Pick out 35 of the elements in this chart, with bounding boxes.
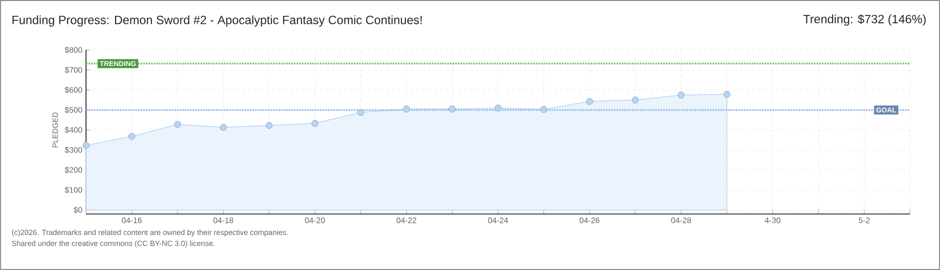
point (357, 108, 364, 116)
y-tick-label: $700 (64, 66, 82, 74)
chart-subtitle: Trending: $732 (146%) (803, 14, 926, 26)
x-tick-label: 04-28 (671, 218, 691, 224)
point (82, 142, 90, 149)
y-tick-label: $400 (64, 126, 82, 134)
point (266, 122, 273, 129)
x-tick-label: 04-24 (488, 218, 508, 224)
point (448, 106, 456, 112)
x-tick-label: 4-30 (764, 218, 780, 224)
point (632, 96, 639, 104)
y-tick-label: $600 (64, 86, 82, 94)
point (540, 106, 548, 113)
y-tick-label: $100 (64, 186, 82, 194)
x-tick-label: 04-18 (213, 218, 234, 224)
x-tick-label: 04-26 (580, 218, 600, 224)
y-tick-label: $0 (74, 206, 82, 214)
x-tick-label: 04-20 (304, 218, 325, 224)
point (494, 104, 502, 112)
point (220, 124, 227, 131)
x-tick-label: 5-2 (858, 218, 870, 224)
x-tick-label: 04-22 (396, 218, 416, 224)
x-tick-label: 04-16 (122, 218, 142, 224)
point (403, 106, 410, 112)
y-tick-label: $300 (64, 146, 82, 154)
point (128, 132, 136, 140)
y-tick-label: $500 (64, 106, 82, 114)
point (174, 120, 182, 128)
y-tick-label: $800 (64, 46, 82, 54)
y-tick-label: $200 (64, 166, 82, 174)
point (678, 92, 685, 98)
point (723, 90, 730, 98)
chart-title: Funding Progress: Demon Sword #2 - Apocalyptic Fantasy Comic Continues! (12, 15, 422, 27)
point (586, 98, 594, 105)
point (311, 120, 318, 127)
